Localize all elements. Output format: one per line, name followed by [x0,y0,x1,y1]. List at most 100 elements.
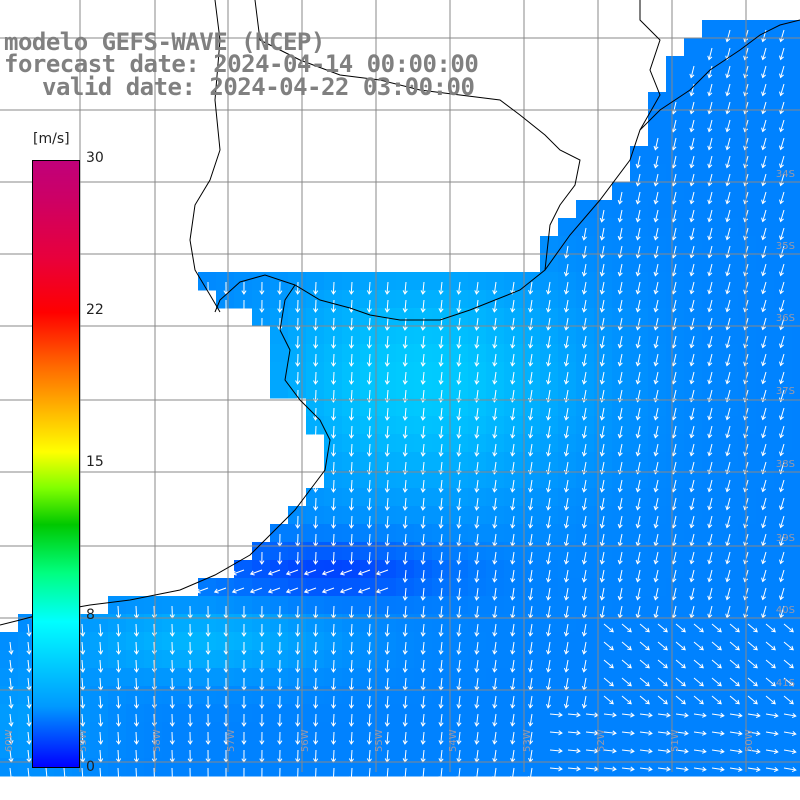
wind-cell [504,362,523,381]
wind-arrow [456,317,462,331]
wind-arrow [313,641,319,655]
wind-cell [270,380,289,399]
wind-cell [576,506,595,525]
wind-arrow [348,731,355,745]
wind-arrow [635,317,641,331]
wind-cell [486,506,505,525]
latitude-label: 39S [776,533,795,544]
wind-cell [324,560,343,579]
wind-cell [252,758,271,777]
wind-cell [792,434,800,453]
wind-cell [630,290,649,309]
wind-cell [414,758,433,777]
wind-arrow [693,623,704,633]
wind-cell [252,704,271,723]
wind-arrow [546,335,552,349]
wind-cell [522,308,541,327]
wind-arrow [277,299,283,313]
wind-cell [558,236,577,255]
wind-arrow [384,317,390,331]
wind-arrow [330,479,337,493]
wind-cell [378,272,397,291]
wind-arrow [725,335,731,349]
wind-cell [396,452,415,471]
wind-arrow [438,425,444,439]
wind-arrow [330,425,337,439]
wind-cell [540,416,559,435]
wind-cell [702,650,721,669]
wind-arrow [474,299,480,313]
wind-arrow [563,317,569,331]
wind-cell [396,416,415,435]
wind-cell [468,344,487,363]
wind-arrow [420,335,426,349]
wind-arrow [779,137,785,151]
wind-arrow [231,587,245,594]
wind-cell [792,650,800,669]
wind-arrow [492,569,498,583]
wind-cell [522,614,541,633]
wind-cell [666,200,685,219]
wind-cell [522,506,541,525]
wind-cell [0,704,19,723]
wind-arrow [581,281,587,295]
wind-cell [720,578,739,597]
wind-arrow [259,281,265,295]
wind-cell [558,488,577,507]
wind-arrow [420,767,426,781]
wind-cell [756,128,775,147]
wind-cell [666,668,685,687]
wind-arrow [779,155,785,169]
wind-cell [738,668,757,687]
wind-arrow [241,731,247,745]
wind-cell [630,524,649,543]
wind-cell [720,416,739,435]
wind-cell [144,722,163,741]
wind-cell [360,650,379,669]
wind-cell [414,362,433,381]
wind-cell [216,758,235,777]
wind-arrow [474,659,480,673]
wind-cell [144,632,163,651]
wind-cell [252,272,271,291]
wind-cell [648,272,667,291]
wind-arrow [617,299,623,313]
wind-cell [792,740,800,759]
wind-cell [720,146,739,165]
wind-arrow [456,299,462,313]
wind-cell [252,596,271,615]
wind-cell [738,254,757,273]
wind-arrow [277,659,283,673]
wind-arrow [402,335,408,349]
wind-arrow [725,227,731,241]
wind-cell [342,596,361,615]
wind-cell [558,326,577,345]
coastline-segment [214,0,661,321]
wind-arrow [474,371,480,385]
wind-cell [612,740,631,759]
wind-arrow [675,748,689,754]
wind-cell [414,326,433,345]
wind-arrow [259,731,265,745]
wind-cell [270,578,289,597]
wind-cell [486,326,505,345]
wind-cell [594,578,613,597]
wind-cell [684,128,703,147]
wind-arrow [474,587,480,601]
wind-cell [162,632,181,651]
wind-arrow [693,748,707,754]
wind-cell [738,362,757,381]
wind-arrow [474,515,480,529]
wind-cell [774,236,793,255]
colorbar [32,160,80,768]
wind-cell [756,92,775,111]
wind-arrow [599,263,605,277]
wind-arrow [707,497,713,511]
wind-arrow [725,173,731,187]
wind-cell [666,542,685,561]
wind-cell [378,452,397,471]
wind-arrow [348,353,355,367]
wind-cell [108,614,127,633]
wind-arrow [420,623,426,637]
wind-arrow [267,569,281,576]
